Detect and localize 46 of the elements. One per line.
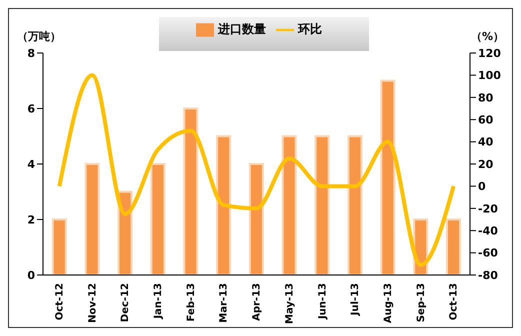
y-tick-label: 0 — [27, 268, 36, 282]
y2-tick-label: 0 — [478, 180, 486, 194]
x-tick-label: Jul-13 — [350, 282, 362, 316]
bar — [183, 108, 198, 275]
x-tick-label: Feb-13 — [186, 282, 197, 322]
x-tick-label: Nov-12 — [87, 282, 98, 323]
bar — [150, 163, 166, 275]
bar — [347, 135, 362, 275]
y2-tick-label: 120 — [478, 46, 502, 60]
y2-tick-label: 60 — [478, 114, 494, 127]
y-tick-label: 8 — [27, 46, 35, 60]
x-tick-label: Dec-12 — [120, 282, 132, 322]
x-tick-label: Jan-13 — [153, 282, 164, 320]
y2-tick-label: -80 — [478, 268, 498, 282]
bar — [314, 135, 330, 275]
bar — [84, 163, 100, 275]
bar — [282, 135, 297, 275]
x-tick-label: Aug-13 — [382, 282, 394, 324]
x-tick-label: Mar-13 — [218, 282, 230, 323]
x-tick-label: Oct-12 — [54, 282, 66, 320]
y-tick-label: 4 — [27, 158, 36, 171]
bar — [446, 218, 462, 275]
y2-tick-label: -20 — [478, 202, 498, 216]
y2-tick-label: 40 — [478, 136, 494, 149]
legend-label: 环比 — [298, 22, 322, 36]
y2-tick-label: -60 — [478, 246, 498, 260]
x-tick-label: Oct-13 — [448, 282, 460, 320]
x-tick-label: Sep-13 — [416, 282, 427, 322]
bar — [52, 218, 67, 275]
x-tick-label: May-13 — [284, 282, 296, 324]
bar — [118, 190, 133, 275]
bar — [216, 135, 232, 275]
y-tick-label: 2 — [27, 213, 35, 226]
bar — [380, 80, 396, 275]
line-series — [57, 73, 456, 268]
x-tick-label: Jun-13 — [317, 282, 328, 320]
y2-tick-label: 20 — [478, 158, 494, 171]
y2-tick-label: 100 — [478, 69, 502, 82]
y2-tick-label: 80 — [478, 91, 494, 104]
legend-label: 进口数量 — [218, 22, 266, 36]
y2-axis-title: （%） — [470, 29, 504, 44]
x-tick-label: Apr-13 — [252, 282, 263, 321]
bar — [248, 163, 264, 275]
y-tick-label: 6 — [27, 102, 36, 116]
y2-tick-label: -40 — [478, 224, 498, 238]
y-axis-title: （万吨） — [17, 29, 61, 44]
